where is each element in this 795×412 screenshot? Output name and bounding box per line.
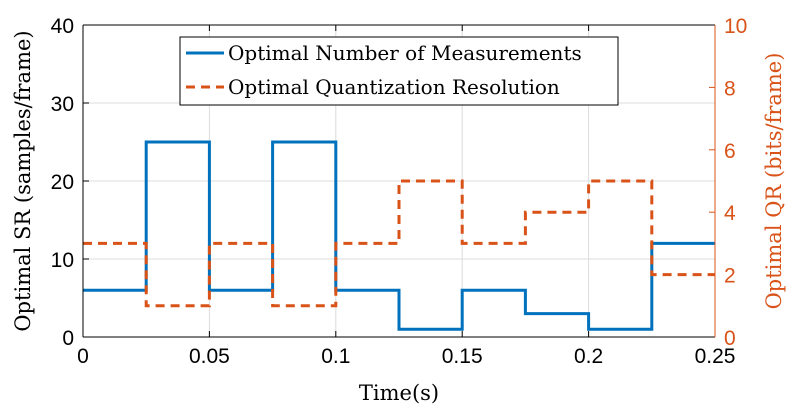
- legend-label-quantization: Optimal Quantization Resolution: [228, 75, 560, 99]
- y-tick-label-right: 0: [724, 327, 736, 350]
- y-tick-label-left: 20: [51, 171, 74, 194]
- y-tick-label-left: 0: [62, 327, 74, 350]
- y-tick-label-left: 10: [51, 249, 74, 272]
- series-line-quantization: [83, 179, 715, 308]
- y-tick-label-left: 40: [51, 15, 74, 38]
- y-tick-label-left: 30: [51, 93, 74, 116]
- y-tick-label-right: 8: [724, 77, 736, 100]
- y-tick-label-right: 10: [724, 15, 747, 38]
- y-tick-label-right: 6: [724, 140, 736, 163]
- series-layer: [83, 140, 715, 331]
- x-tick-label: 0.1: [321, 345, 350, 368]
- x-tick-label: 0.15: [442, 345, 483, 368]
- x-tick-label: 0.05: [189, 345, 230, 368]
- legend: Optimal Number of Measurements Optimal Q…: [179, 36, 619, 106]
- y-axis-label-left: Optimal SR (samples/frame): [11, 30, 35, 331]
- x-tick-label: 0: [77, 345, 89, 368]
- y-tick-label-right: 2: [724, 265, 736, 288]
- y-tick-label-right: 4: [724, 202, 736, 225]
- x-axis-label: Time(s): [359, 381, 439, 405]
- series-line-measurements: [83, 140, 715, 331]
- x-tick-label: 0.2: [574, 345, 603, 368]
- x-tick-label: 0.25: [695, 345, 736, 368]
- legend-label-measurements: Optimal Number of Measurements: [228, 41, 582, 65]
- y-axis-label-right: Optimal QR (bits/frame): [762, 53, 786, 310]
